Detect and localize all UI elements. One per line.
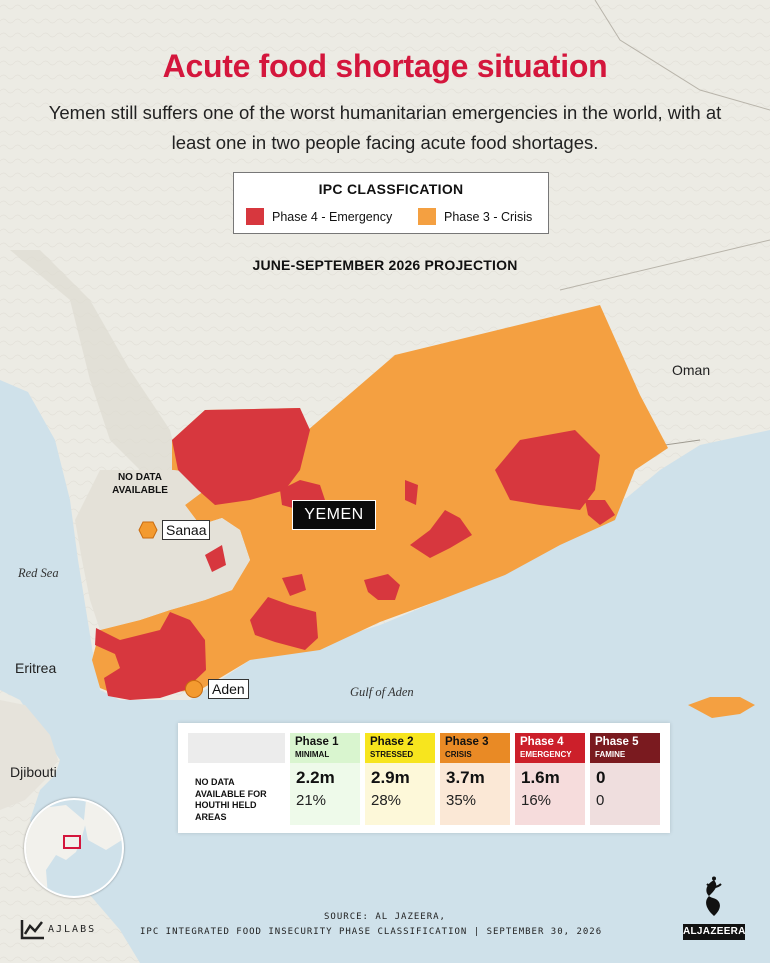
phase-percent: 21% bbox=[296, 792, 327, 809]
legend-swatch-phase4 bbox=[246, 208, 264, 225]
phase-percent: 16% bbox=[521, 792, 552, 809]
phase-sub: MINIMAL bbox=[295, 750, 330, 759]
phase-percent: 35% bbox=[446, 792, 477, 809]
phase-header: Phase 1 MINIMAL bbox=[290, 733, 360, 763]
legend-item-phase3: Phase 3 - Crisis bbox=[418, 208, 532, 225]
label-red-sea: Red Sea bbox=[18, 566, 59, 580]
phase-body: 2.2m 21% bbox=[290, 763, 360, 825]
phase-column: Phase 2 STRESSED 2.9m 28% bbox=[365, 733, 435, 825]
phase-column: Phase 1 MINIMAL 2.2m 21% bbox=[290, 733, 360, 825]
phase-body: 2.9m 28% bbox=[365, 763, 435, 825]
socotra bbox=[688, 697, 755, 718]
phase-percent: 28% bbox=[371, 792, 402, 809]
label-yemen: YEMEN bbox=[292, 500, 376, 530]
label-no-data: NO DATA AVAILABLE bbox=[112, 472, 168, 496]
footer-credit-line: IPC INTEGRATED FOOD INSECURITY PHASE CLA… bbox=[140, 927, 603, 937]
phase-value: 0 bbox=[596, 768, 606, 787]
phase-value: 1.6m bbox=[521, 768, 560, 787]
phase-column: Phase 4 EMERGENCY 1.6m 16% bbox=[515, 733, 585, 825]
label-oman: Oman bbox=[672, 362, 711, 378]
phase-column: Phase 5 FAMINE 0 0 bbox=[590, 733, 660, 825]
phase-value: 3.7m bbox=[446, 768, 485, 787]
phase-body: 3.7m 35% bbox=[440, 763, 510, 825]
projection-label: JUNE-SEPTEMBER 2026 PROJECTION bbox=[252, 257, 518, 273]
city-label-aden: Aden bbox=[208, 679, 249, 699]
phase-sub: FAMINE bbox=[595, 750, 626, 759]
table-no-data-note: NO DATA AVAILABLE FOR HOUTHI HELD AREAS bbox=[195, 777, 267, 822]
aljazeera-logo-icon bbox=[706, 876, 722, 916]
legend-title: IPC CLASSFICATION bbox=[318, 181, 464, 197]
aljazeera-logo: ALJAZEERA bbox=[683, 876, 745, 940]
legend-item-phase4: Phase 4 - Emergency bbox=[246, 208, 392, 225]
locator-globe-icon bbox=[24, 798, 124, 898]
phase-value: 2.9m bbox=[371, 768, 410, 787]
phase-sub: EMERGENCY bbox=[520, 750, 572, 759]
aden-marker-icon bbox=[185, 680, 203, 698]
yemen-phase3-region bbox=[92, 305, 668, 696]
city-sanaa: Sanaa bbox=[138, 520, 211, 540]
phase-header: Phase 5 FAMINE bbox=[590, 733, 660, 763]
phase-header: Phase 4 EMERGENCY bbox=[515, 733, 585, 763]
ipc-phase-table: NO DATA AVAILABLE FOR HOUTHI HELD AREAS … bbox=[178, 723, 670, 833]
ajlabs-logo: AJLABS bbox=[20, 918, 96, 940]
label-gulf-of-aden: Gulf of Aden bbox=[350, 685, 414, 699]
city-label-sanaa: Sanaa bbox=[162, 520, 211, 540]
phase-percent: 0 bbox=[596, 792, 605, 809]
phase-name: Phase 1 bbox=[295, 736, 339, 748]
phase-header: Phase 2 STRESSED bbox=[365, 733, 435, 763]
city-aden: Aden bbox=[184, 679, 249, 699]
phase-name: Phase 5 bbox=[595, 736, 639, 748]
sanaa-marker-icon bbox=[138, 521, 158, 539]
phase-sub: STRESSED bbox=[370, 750, 414, 759]
table-header-blank bbox=[188, 733, 285, 763]
legend-label-phase3: Phase 3 - Crisis bbox=[444, 209, 533, 224]
phase-name: Phase 2 bbox=[370, 736, 414, 748]
page-subtitle: Yemen still suffers one of the worst hum… bbox=[48, 102, 722, 153]
phase-header: Phase 3 CRISIS bbox=[440, 733, 510, 763]
phase-body: 1.6m 16% bbox=[515, 763, 585, 825]
phase-name: Phase 4 bbox=[520, 736, 564, 748]
phase-column: Phase 3 CRISIS 3.7m 35% bbox=[440, 733, 510, 825]
ajlabs-label: AJLABS bbox=[48, 923, 97, 935]
legend-swatch-phase3 bbox=[418, 208, 436, 225]
no-data-area bbox=[75, 470, 250, 630]
footer-source: SOURCE: AL JAZEERA, bbox=[324, 912, 446, 922]
page-title: Acute food shortage situation bbox=[162, 48, 608, 84]
ajlabs-logo-icon bbox=[20, 920, 44, 940]
legend-label-phase4: Phase 4 - Emergency bbox=[272, 209, 393, 224]
phase-name: Phase 3 bbox=[445, 736, 489, 748]
aljazeera-wordmark: ALJAZEERA bbox=[683, 924, 745, 940]
phase-sub: CRISIS bbox=[445, 750, 472, 759]
phase-value: 2.2m bbox=[296, 768, 335, 787]
label-eritrea: Eritrea bbox=[15, 660, 57, 676]
label-djibouti: Djibouti bbox=[10, 764, 57, 780]
legend: IPC CLASSFICATION Phase 4 - Emergency Ph… bbox=[233, 172, 549, 234]
